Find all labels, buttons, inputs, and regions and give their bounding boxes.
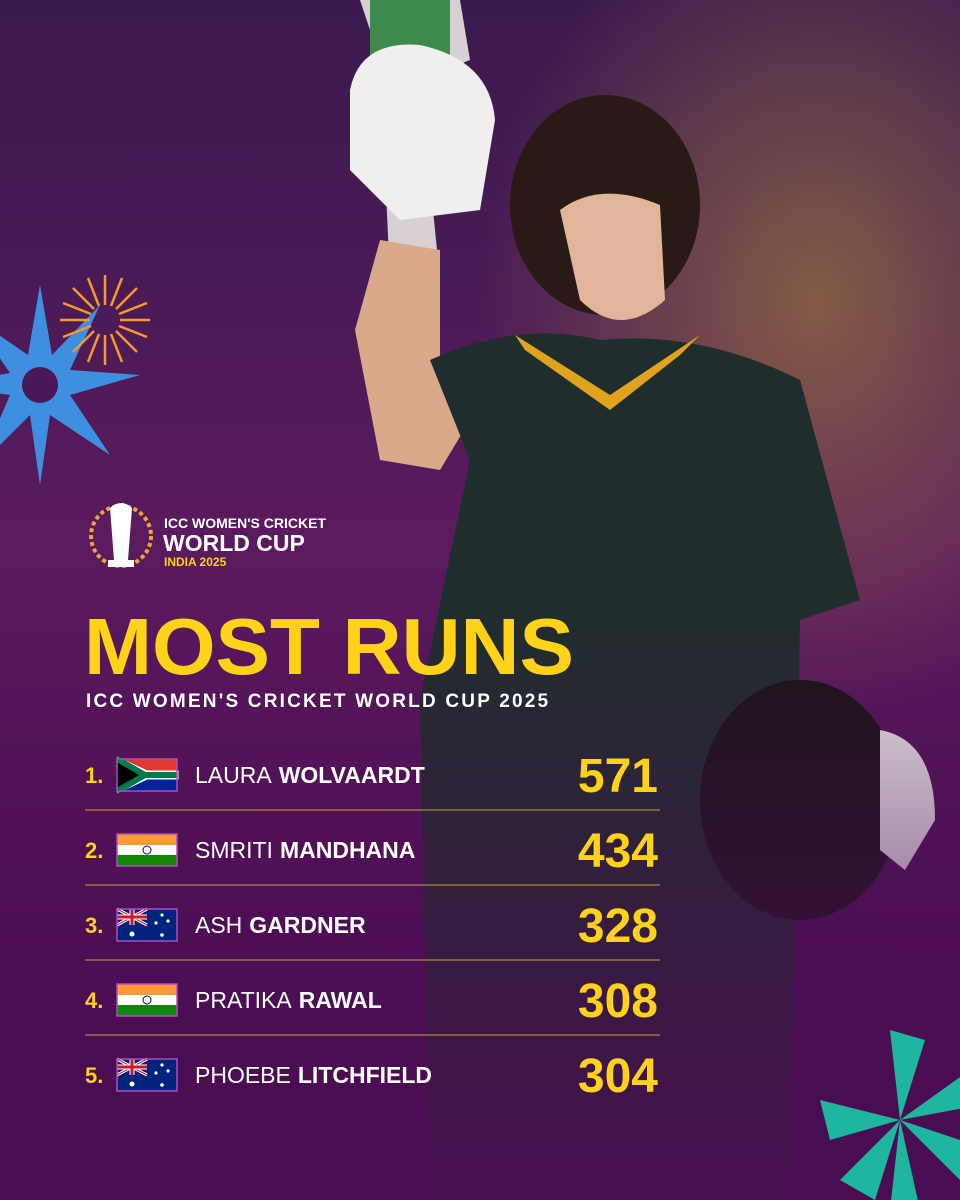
runs: 328 [578,900,658,953]
logo-line3: INDIA 2025 [164,555,227,569]
tournament-logo: ICC WOMEN'S CRICKET WORLD CUP INDIA 2025 [89,503,326,569]
first-name: LAURA [195,762,272,788]
first-name: SMRITI [195,837,273,863]
last-name: MANDHANA [280,837,415,863]
first-name: PHOEBE [195,1062,291,1088]
last-name: GARDNER [249,912,366,938]
flag [117,909,177,941]
flag [116,983,178,1017]
leaderboard: 1. LAURA WOLVAARDT 571 2. SMRITI MANDHANA … [85,750,660,1103]
flag [117,758,177,792]
rank: 1. [85,763,103,788]
last-name: RAWAL [299,987,382,1013]
rank: 3. [85,913,103,938]
player-name: ASH GARDNER [195,912,366,938]
runs: 308 [578,975,658,1028]
last-name: WOLVAARDT [279,762,425,788]
flag-border [116,1058,178,1092]
row: 3. ASH GARDNER 328 [85,900,660,961]
last-name: LITCHFIELD [298,1062,432,1088]
row: 1. LAURA WOLVAARDT 571 [85,750,660,811]
player-name: PRATIKA RAWAL [195,987,382,1013]
bottom-fade [0,600,960,1200]
flag-border [116,833,178,867]
flag-border [116,758,178,792]
first-name: ASH [195,912,242,938]
flag [117,1059,177,1091]
rank: 2. [85,838,103,863]
first-name: PRATIKA [195,987,292,1013]
flag-border [116,983,178,1017]
flag [116,833,178,867]
blue-starburst [0,285,140,485]
title: MOST RUNS [84,602,574,691]
runs: 434 [578,825,658,878]
orange-firework [60,275,150,365]
row: 4. PRATIKA RAWAL 308 [85,975,660,1036]
player-name: PHOEBE LITCHFIELD [195,1062,432,1088]
runs: 571 [578,750,658,803]
logo-line1: ICC WOMEN'S CRICKET [164,515,326,531]
rank: 4. [85,988,103,1013]
player-name: LAURA WOLVAARDT [195,762,425,788]
flag-border [116,908,178,942]
runs: 304 [578,1050,658,1103]
row: 2. SMRITI MANDHANA 434 [85,825,660,886]
row: 5. PHOEBE LITCHFIELD 304 [85,1050,658,1103]
subtitle: ICC WOMEN'S CRICKET WORLD CUP 2025 [86,691,550,712]
player-name: SMRITI MANDHANA [195,837,415,863]
rank: 5. [85,1063,103,1088]
logo-line2: WORLD CUP [163,530,305,556]
